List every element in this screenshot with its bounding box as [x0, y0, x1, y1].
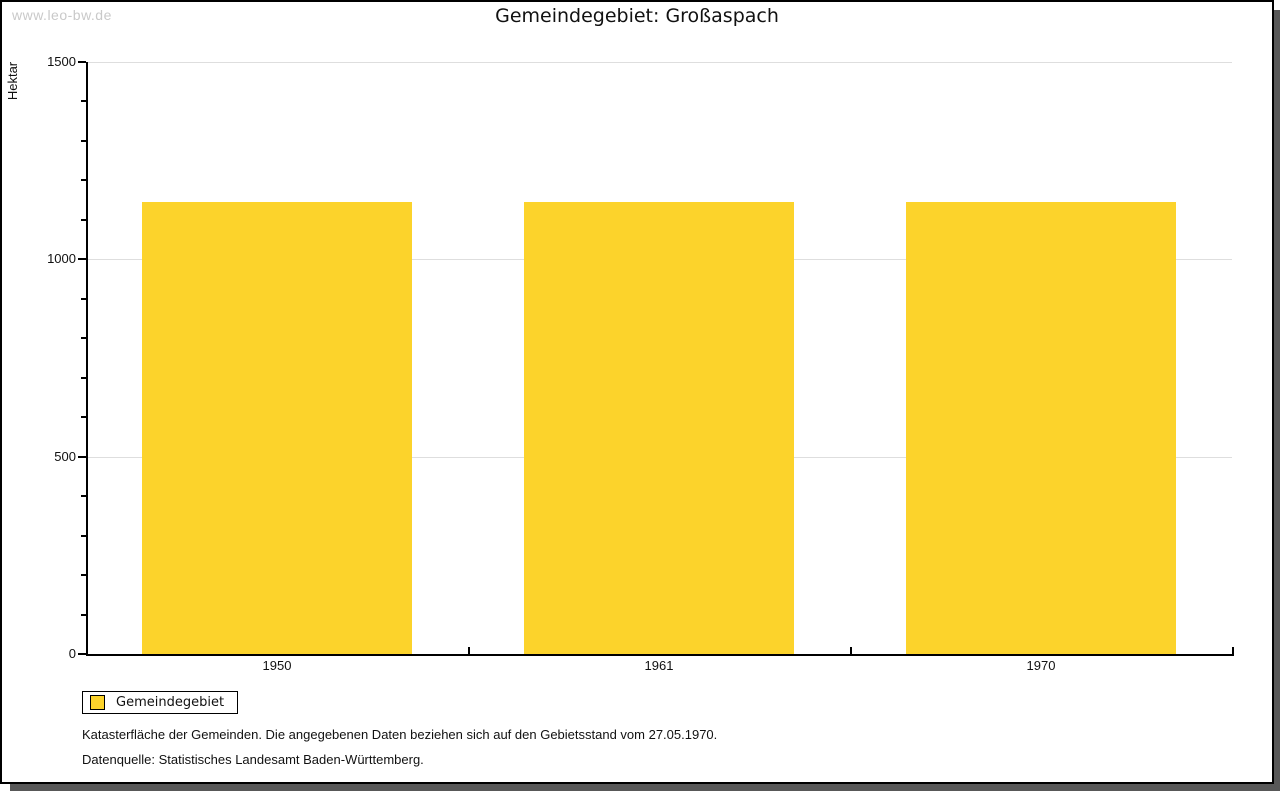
- y-minor-tick: [81, 337, 86, 339]
- y-minor-tick: [81, 495, 86, 497]
- y-gridline: [86, 62, 1232, 63]
- x-tick-label: 1961: [644, 658, 674, 673]
- x-tick-label: 1970: [1026, 658, 1056, 673]
- y-minor-tick: [81, 416, 86, 418]
- x-tick-label: 1950: [262, 658, 292, 673]
- x-boundary-tick: [850, 647, 852, 654]
- x-boundary-tick: [1232, 647, 1234, 654]
- y-minor-tick: [81, 535, 86, 537]
- y-minor-tick: [81, 614, 86, 616]
- y-tick-label: 1500: [47, 54, 76, 69]
- bar-1950: [142, 202, 412, 654]
- plot-area: Hektar 0 500 1000 1500 1950 1961 1970: [2, 2, 1272, 782]
- y-tick-label: 1000: [47, 251, 76, 266]
- page-shadow-bottom: [10, 784, 1280, 791]
- chart-title: Gemeindegebiet: Großaspach: [495, 5, 779, 27]
- x-axis-line: [86, 654, 1234, 656]
- y-major-tick: [78, 653, 86, 655]
- y-minor-tick: [81, 377, 86, 379]
- legend-box: Gemeindegebiet: [82, 691, 239, 714]
- y-minor-tick: [81, 179, 86, 181]
- y-major-tick: [78, 456, 86, 458]
- y-major-tick: [78, 61, 86, 63]
- watermark: www.leo-bw.de: [12, 7, 112, 23]
- y-minor-tick: [81, 574, 86, 576]
- y-minor-tick: [81, 100, 86, 102]
- bar-1970: [906, 202, 1176, 654]
- footnote-datenquelle: Datenquelle: Statistisches Landesamt Bad…: [82, 752, 424, 767]
- legend-label: Gemeindegebiet: [116, 695, 225, 710]
- footnote-gebietsstand: Katasterfläche der Gemeinden. Die angege…: [82, 727, 718, 742]
- y-minor-tick: [81, 298, 86, 300]
- y-major-tick: [78, 258, 86, 260]
- y-axis-line: [86, 62, 88, 654]
- page-shadow-right: [1274, 10, 1280, 791]
- legend-color-swatch: [90, 695, 105, 710]
- y-axis-title: Hektar: [5, 61, 20, 101]
- y-tick-label: 500: [54, 449, 76, 464]
- y-minor-tick: [81, 140, 86, 142]
- bar-1961: [524, 202, 794, 654]
- y-tick-label: 0: [68, 646, 76, 661]
- y-minor-tick: [81, 219, 86, 221]
- x-boundary-tick: [468, 647, 470, 654]
